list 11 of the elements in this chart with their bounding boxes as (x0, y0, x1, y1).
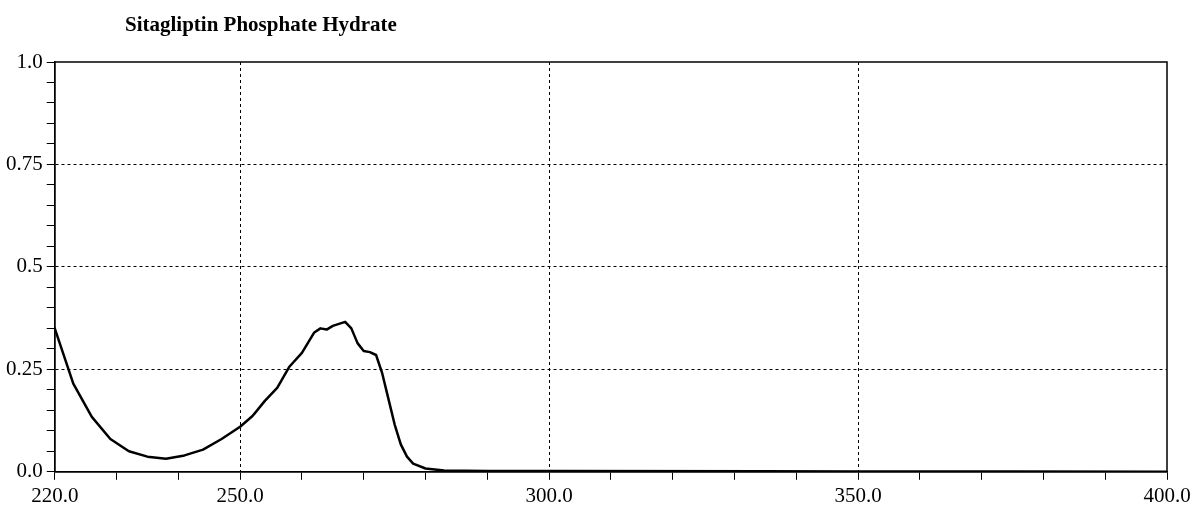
x-tick-label: 400.0 (1143, 482, 1191, 507)
y-tick-label: 0.75 (6, 150, 43, 175)
x-tick-label: 220.0 (31, 482, 79, 507)
y-tick-label: 0.25 (6, 355, 43, 380)
x-tick-label: 350.0 (834, 482, 882, 507)
y-tick-label: 1.0 (16, 48, 43, 73)
x-tick-label: 300.0 (525, 482, 573, 507)
x-tick-label: 250.0 (216, 482, 264, 507)
y-tick-label: 0.5 (16, 253, 43, 278)
y-tick-label: 0.0 (16, 458, 43, 483)
chart-title: Sitagliptin Phosphate Hydrate (125, 12, 397, 37)
